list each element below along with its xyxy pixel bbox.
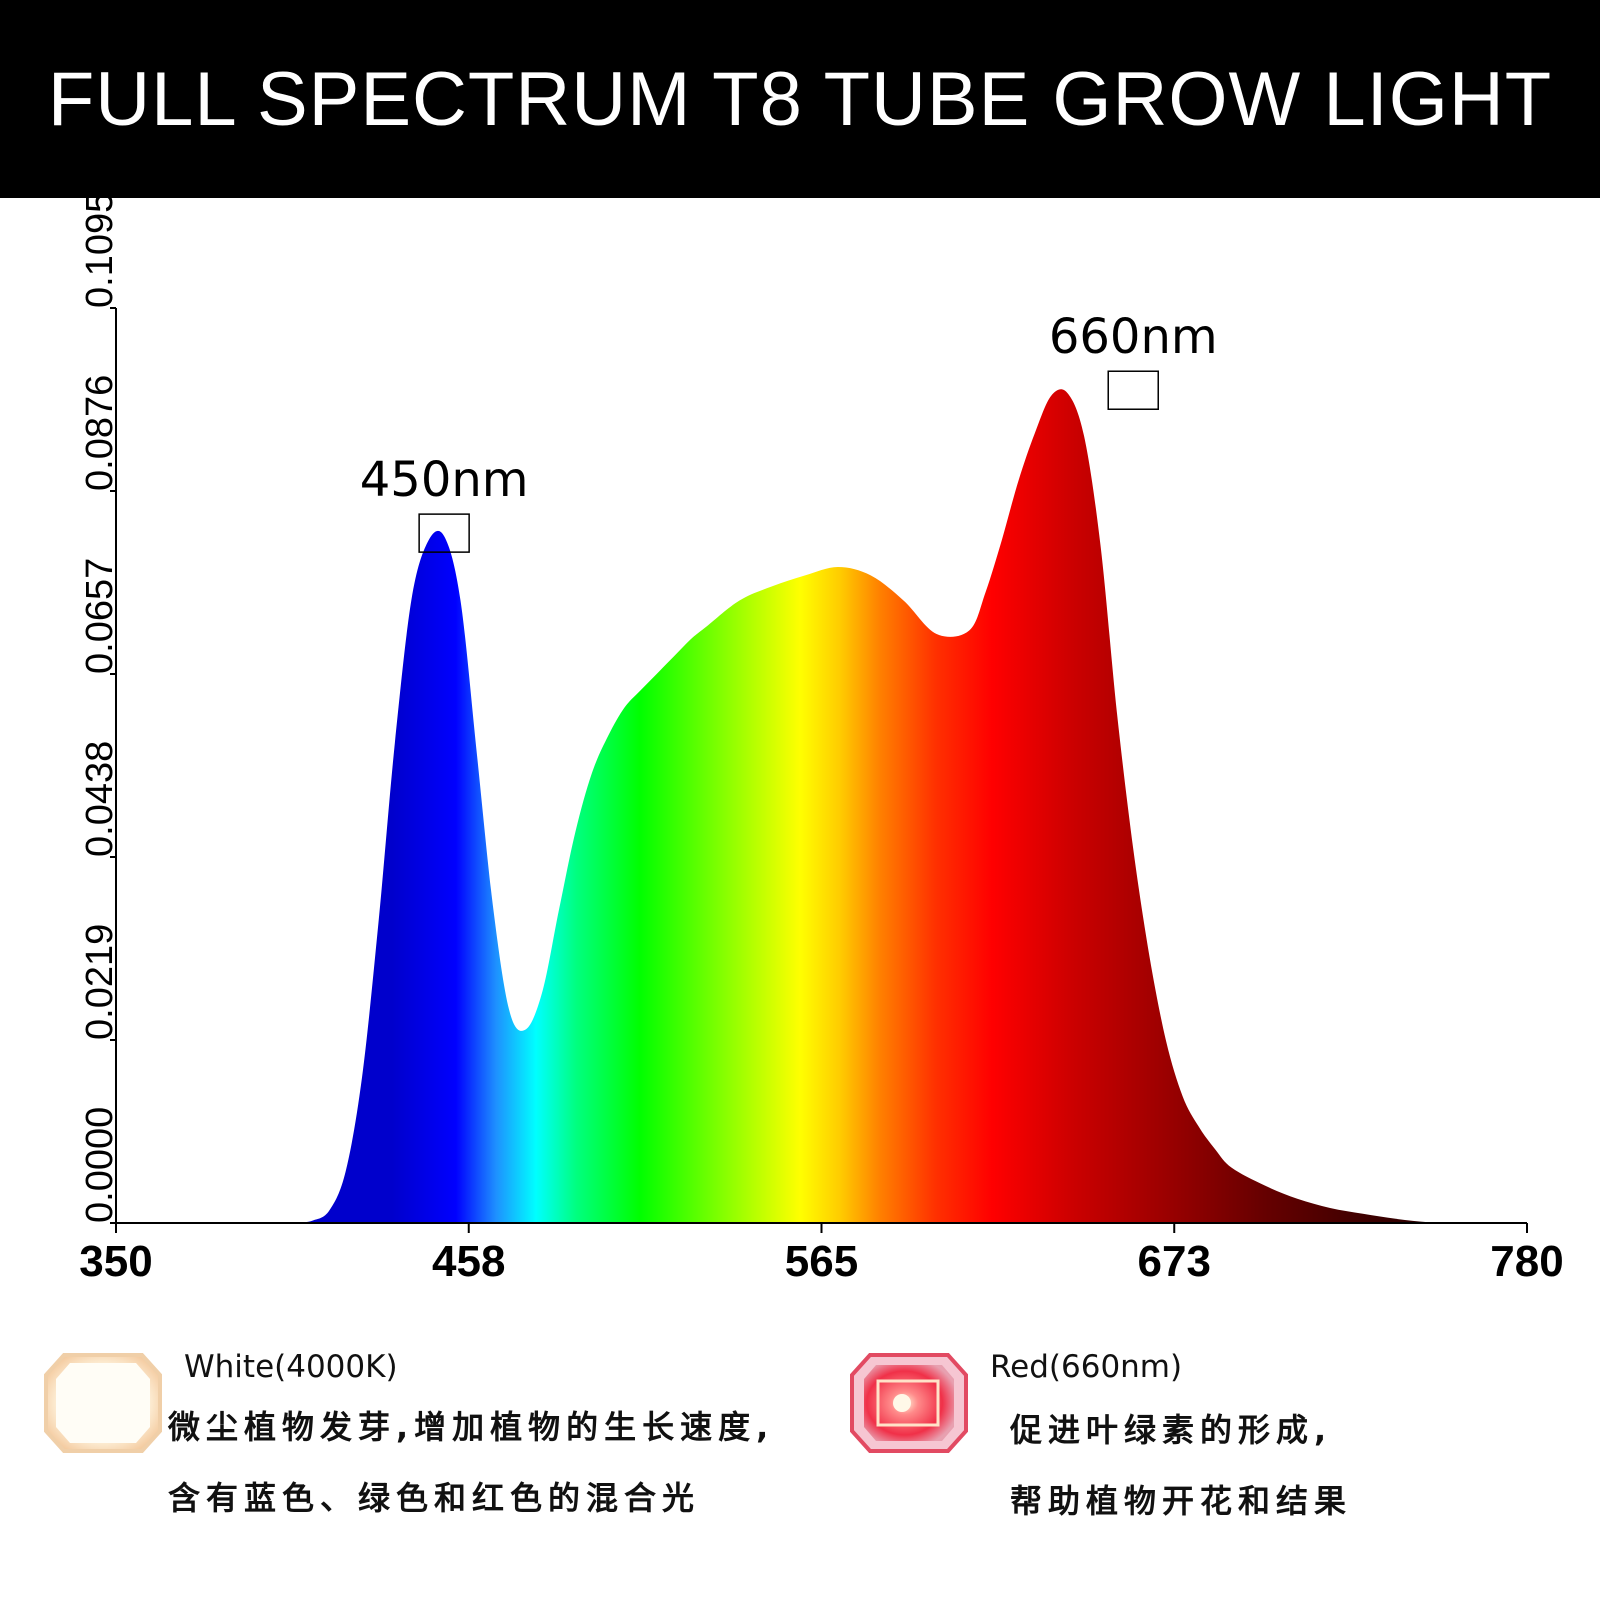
legend-red-label: Red(660nm) bbox=[990, 1349, 1183, 1385]
x-tick-label: 673 bbox=[1138, 1237, 1211, 1286]
x-tick-label: 565 bbox=[785, 1237, 858, 1286]
x-tick-label: 350 bbox=[79, 1237, 152, 1286]
legend-red-desc-2: 帮助植物开花和结果 bbox=[1010, 1482, 1353, 1520]
peak-marker-box bbox=[418, 513, 470, 553]
legend-red: Red(660nm) 促进叶绿素的形成, 帮助植物开花和结果 bbox=[850, 1345, 1570, 1525]
y-tick-label: 0.0000 bbox=[79, 1107, 121, 1223]
y-tick-label: 0.0219 bbox=[79, 924, 121, 1040]
title-banner: FULL SPECTRUM T8 TUBE GROW LIGHT bbox=[0, 0, 1600, 198]
legend-white: White(4000K) 微尘植物发芽,增加植物的生长速度, 含有蓝色、绿色和红… bbox=[40, 1345, 820, 1525]
page-title: FULL SPECTRUM T8 TUBE GROW LIGHT bbox=[47, 56, 1553, 142]
x-tick-label: 780 bbox=[1490, 1237, 1563, 1286]
y-tick-label: 0.0438 bbox=[79, 741, 121, 857]
y-tick-label: 0.1095 bbox=[79, 198, 121, 308]
peak-label: 450nm bbox=[360, 452, 529, 508]
red-led-icon bbox=[850, 1353, 968, 1453]
legend-white-desc-2: 含有蓝色、绿色和红色的混合光 bbox=[168, 1479, 701, 1517]
y-tick-label: 0.0657 bbox=[79, 558, 121, 674]
peak-label: 660nm bbox=[1049, 309, 1218, 365]
x-tick-label: 458 bbox=[432, 1237, 505, 1286]
legend-white-label: White(4000K) bbox=[184, 1349, 398, 1385]
spectrum-chart: 350 458 565 673 780 0.0000 0.0219 0.0438 0.0657 0… bbox=[79, 198, 1564, 1286]
y-tick-label: 0.0876 bbox=[79, 375, 121, 491]
legend-red-desc-1: 促进叶绿素的形成, bbox=[1010, 1411, 1333, 1449]
white-led-icon bbox=[44, 1353, 162, 1453]
spectrum-area bbox=[296, 389, 1478, 1223]
legend-white-desc-1: 微尘植物发芽,增加植物的生长速度, bbox=[168, 1408, 775, 1446]
peak-marker-box bbox=[1107, 370, 1159, 410]
